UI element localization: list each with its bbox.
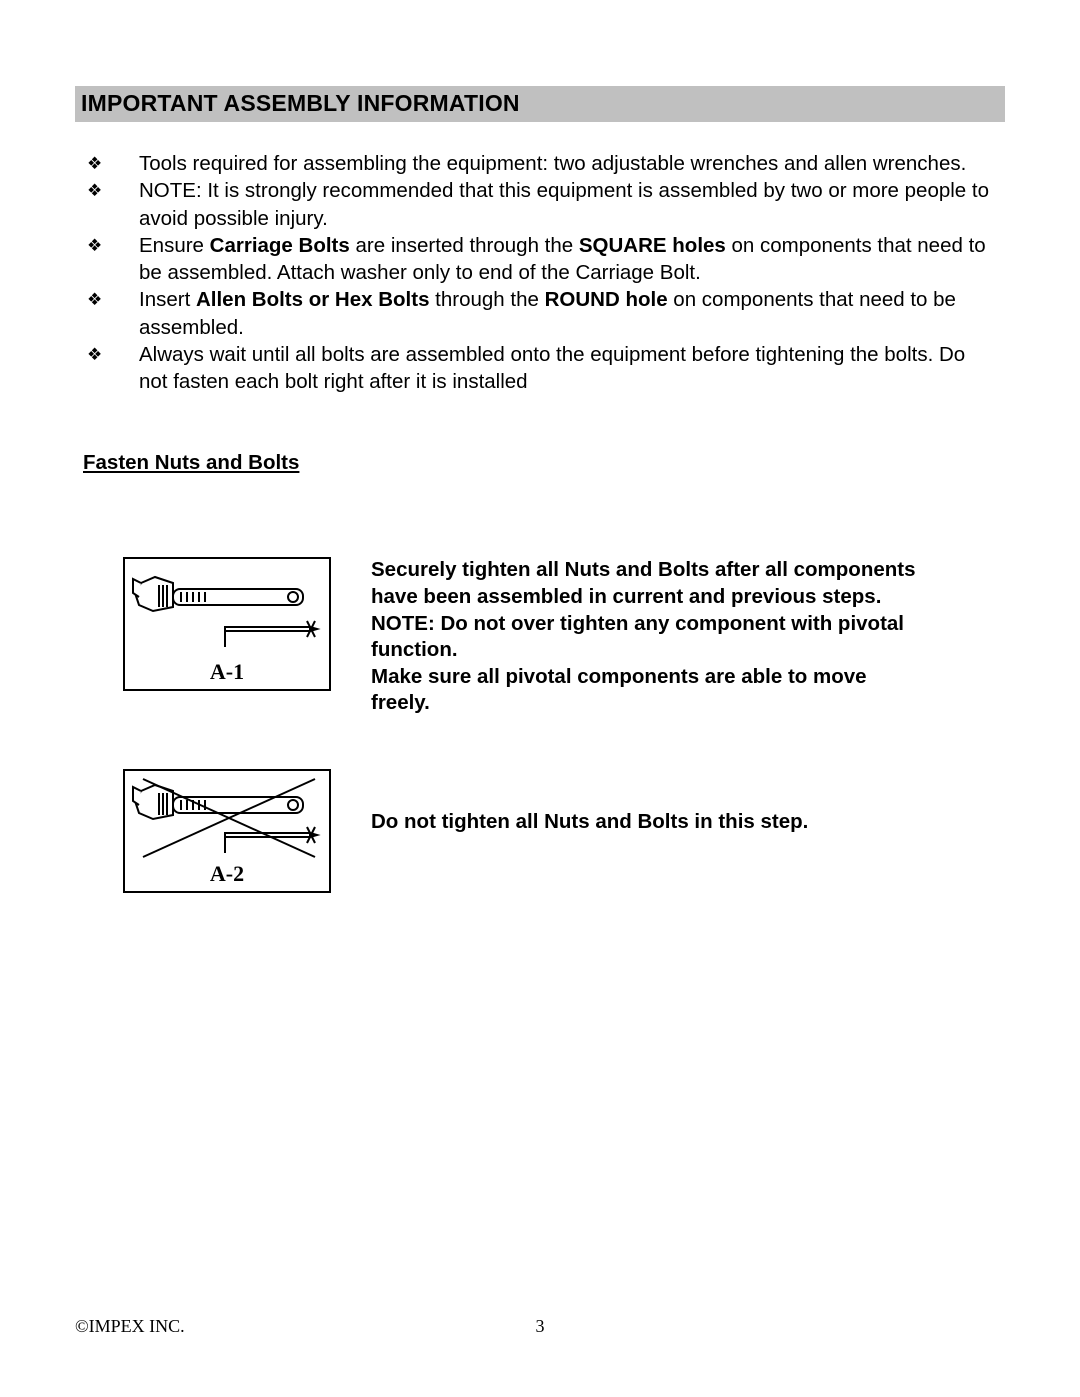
bullet-item: ❖NOTE: It is strongly recommended that t… xyxy=(83,177,1005,232)
figure-label-a1: A-1 xyxy=(125,659,329,685)
bullet-text: NOTE: It is strongly recommended that th… xyxy=(139,177,1005,232)
page-footer: ©IMPEX INC. 3 xyxy=(75,1316,1005,1337)
bullet-item: ❖Tools required for assembling the equip… xyxy=(83,150,1005,177)
figure-box-a2: A-2 xyxy=(123,769,331,893)
bullet-text: Always wait until all bolts are assemble… xyxy=(139,341,1005,396)
figure-caption-a2: Do not tighten all Nuts and Bolts in thi… xyxy=(371,769,808,836)
footer-page-number: 3 xyxy=(75,1316,1005,1337)
bullet-text: Insert Allen Bolts or Hex Bolts through … xyxy=(139,286,1005,341)
bullet-text: Tools required for assembling the equipm… xyxy=(139,150,1005,177)
figure-row-a2: A-2 Do not tighten all Nuts and Bolts in… xyxy=(123,769,1005,893)
figure-caption-a1: Securely tighten all Nuts and Bolts afte… xyxy=(371,557,931,717)
bullet-marker-icon: ❖ xyxy=(83,341,139,368)
bullet-text: Ensure Carriage Bolts are inserted throu… xyxy=(139,232,1005,287)
fasten-subheading: Fasten Nuts and Bolts xyxy=(83,451,1005,475)
figure-row-a1: A-1 Securely tighten all Nuts and Bolts … xyxy=(123,557,1005,717)
allen-key-icon xyxy=(225,621,317,647)
figure-box-a1: A-1 xyxy=(123,557,331,691)
bullet-item: ❖Insert Allen Bolts or Hex Bolts through… xyxy=(83,286,1005,341)
section-header: IMPORTANT ASSEMBLY INFORMATION xyxy=(75,86,1005,122)
allen-key-icon xyxy=(225,827,317,853)
bullet-item: ❖Always wait until all bolts are assembl… xyxy=(83,341,1005,396)
bullet-marker-icon: ❖ xyxy=(83,177,139,204)
bullet-marker-icon: ❖ xyxy=(83,150,139,177)
document-page: IMPORTANT ASSEMBLY INFORMATION ❖Tools re… xyxy=(0,0,1080,1397)
wrench-icon xyxy=(133,577,303,611)
bullet-item: ❖Ensure Carriage Bolts are inserted thro… xyxy=(83,232,1005,287)
figure-label-a2: A-2 xyxy=(125,861,329,887)
bullet-marker-icon: ❖ xyxy=(83,232,139,259)
cross-out-icon xyxy=(143,779,315,857)
bullet-list: ❖Tools required for assembling the equip… xyxy=(75,150,1005,395)
bullet-marker-icon: ❖ xyxy=(83,286,139,313)
